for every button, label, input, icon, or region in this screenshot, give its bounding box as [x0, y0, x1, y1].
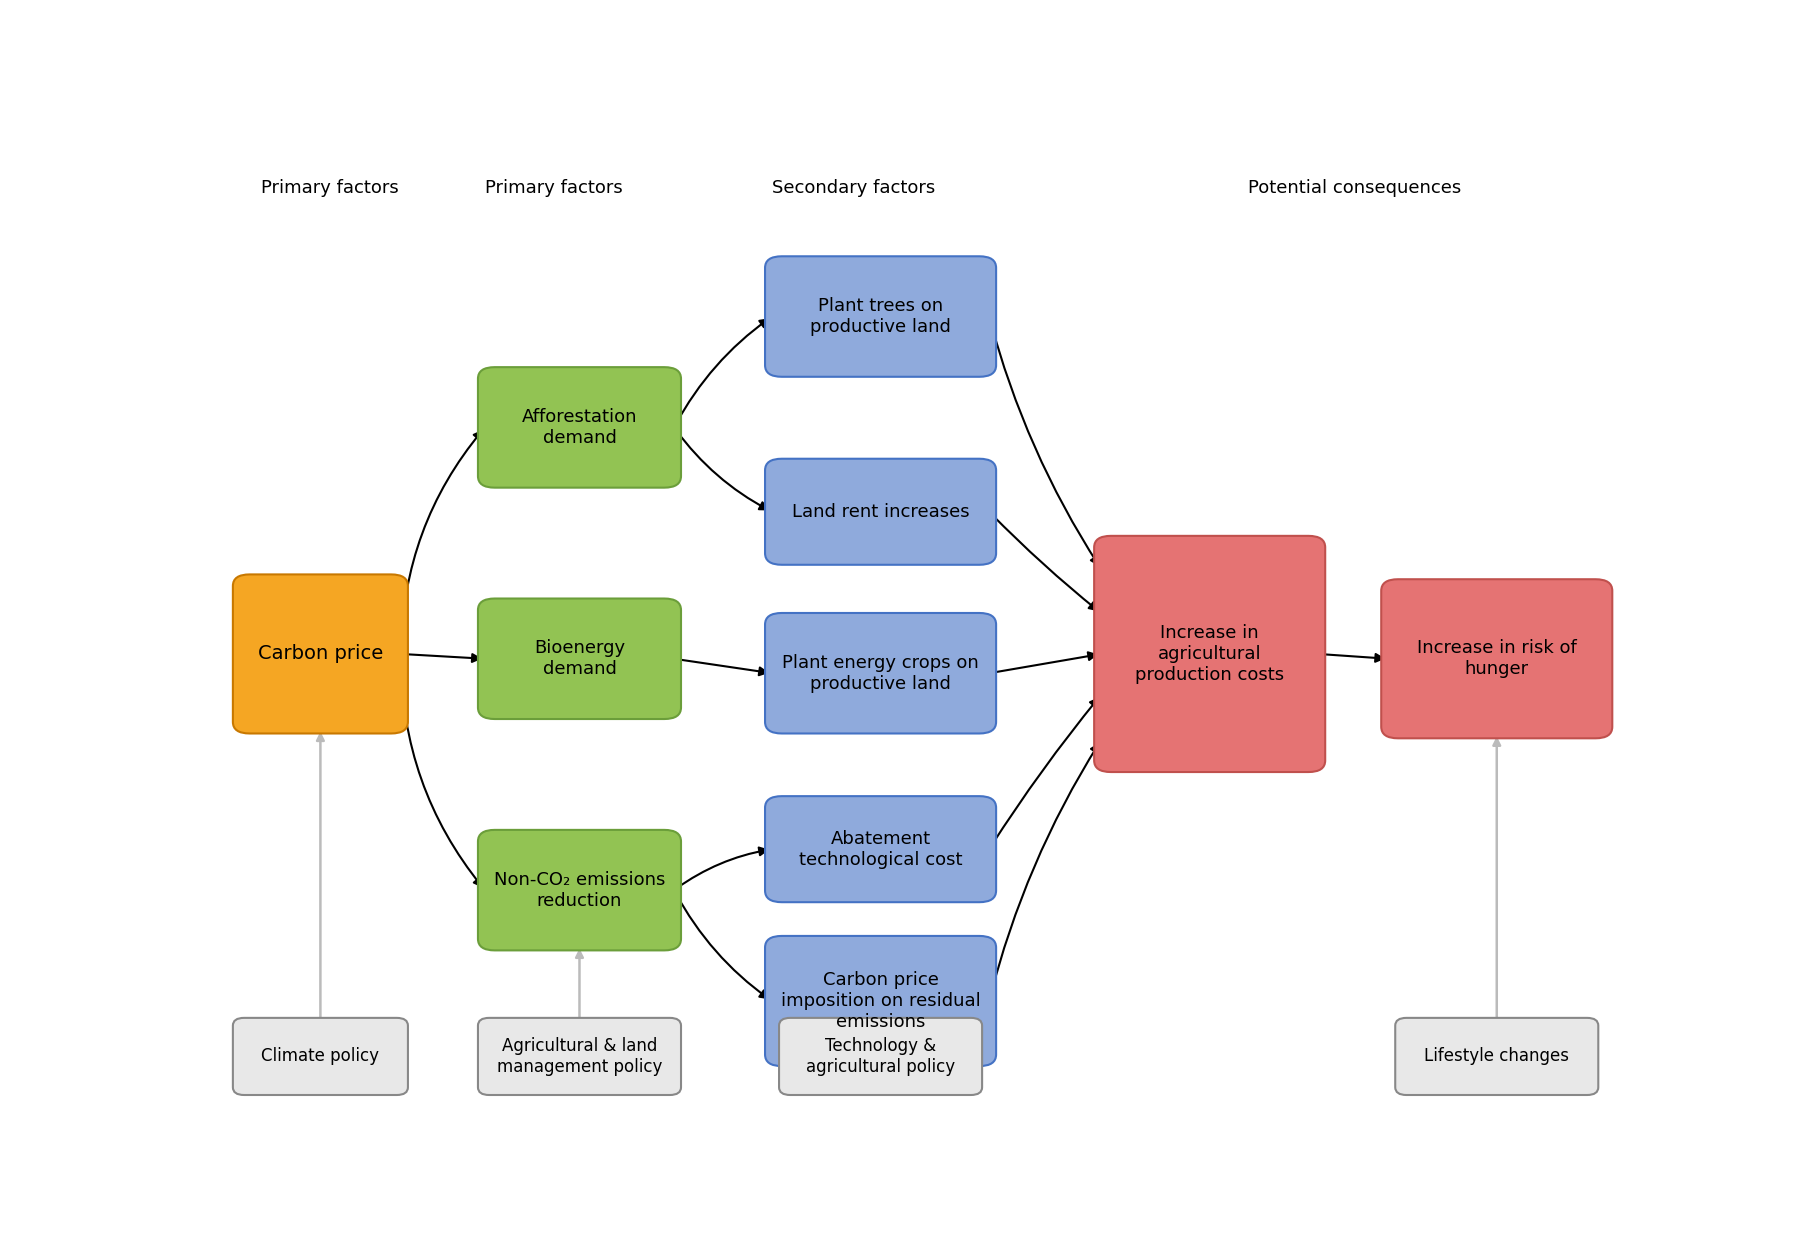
Text: Land rent increases: Land rent increases [791, 503, 969, 521]
FancyArrowPatch shape [401, 432, 482, 651]
FancyArrowPatch shape [676, 429, 768, 510]
FancyArrowPatch shape [990, 699, 1099, 846]
FancyBboxPatch shape [477, 830, 681, 950]
FancyArrowPatch shape [990, 319, 1099, 565]
FancyArrowPatch shape [676, 319, 768, 424]
Text: Agricultural & land
management policy: Agricultural & land management policy [497, 1037, 661, 1075]
FancyBboxPatch shape [764, 613, 996, 734]
Text: Primary factors: Primary factors [260, 179, 399, 197]
FancyArrowPatch shape [990, 745, 1099, 998]
FancyArrowPatch shape [1321, 654, 1382, 662]
FancyArrowPatch shape [576, 952, 584, 1020]
FancyBboxPatch shape [477, 1018, 681, 1096]
Text: Carbon price
imposition on residual
emissions: Carbon price imposition on residual emis… [781, 972, 981, 1030]
FancyArrowPatch shape [678, 659, 766, 675]
Text: Abatement
technological cost: Abatement technological cost [799, 830, 963, 869]
FancyArrowPatch shape [990, 513, 1097, 610]
Text: Potential consequences: Potential consequences [1249, 179, 1462, 197]
FancyBboxPatch shape [764, 458, 996, 565]
FancyArrowPatch shape [676, 893, 768, 998]
FancyBboxPatch shape [1093, 536, 1325, 772]
Text: Technology &
agricultural policy: Technology & agricultural policy [806, 1037, 956, 1075]
Text: Carbon price: Carbon price [258, 645, 383, 664]
Text: Plant trees on
productive land: Plant trees on productive land [810, 297, 950, 336]
FancyBboxPatch shape [233, 575, 408, 734]
FancyBboxPatch shape [477, 598, 681, 719]
FancyArrowPatch shape [676, 848, 766, 889]
FancyArrowPatch shape [876, 1025, 884, 1055]
FancyArrowPatch shape [401, 657, 482, 886]
Text: Increase in risk of
hunger: Increase in risk of hunger [1417, 640, 1578, 679]
Text: Lifestyle changes: Lifestyle changes [1424, 1048, 1568, 1065]
Text: Secondary factors: Secondary factors [772, 179, 936, 197]
Text: Primary factors: Primary factors [484, 179, 623, 197]
Text: Afforestation
demand: Afforestation demand [522, 408, 638, 447]
FancyArrowPatch shape [316, 734, 323, 1020]
FancyBboxPatch shape [1381, 580, 1612, 739]
Text: Non-CO₂ emissions
reduction: Non-CO₂ emissions reduction [493, 870, 665, 909]
Text: Climate policy: Climate policy [262, 1048, 379, 1065]
FancyBboxPatch shape [764, 796, 996, 903]
Text: Increase in
agricultural
production costs: Increase in agricultural production cost… [1135, 625, 1285, 684]
FancyBboxPatch shape [779, 1018, 983, 1096]
FancyArrowPatch shape [403, 654, 481, 662]
FancyBboxPatch shape [1395, 1018, 1597, 1096]
FancyBboxPatch shape [764, 936, 996, 1067]
Text: Bioenergy
demand: Bioenergy demand [533, 640, 625, 679]
Text: Plant energy crops on
productive land: Plant energy crops on productive land [782, 654, 979, 692]
FancyArrowPatch shape [1493, 739, 1500, 1020]
FancyArrowPatch shape [992, 652, 1097, 672]
FancyBboxPatch shape [477, 367, 681, 488]
FancyBboxPatch shape [764, 257, 996, 377]
FancyBboxPatch shape [233, 1018, 408, 1096]
